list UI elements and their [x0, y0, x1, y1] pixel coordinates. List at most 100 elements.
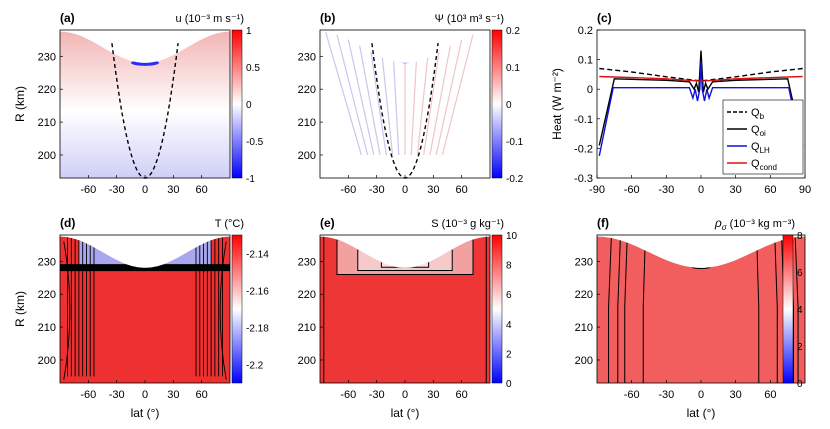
- x-tick-label: 30: [427, 184, 439, 196]
- legend-label-sub: cond: [760, 163, 777, 172]
- plot-frame: [59, 234, 231, 384]
- salinity-contour: [357, 249, 453, 272]
- colorbar-tick-label: 8: [797, 231, 803, 242]
- line-chart-2: [598, 50, 804, 156]
- streamline: [441, 34, 474, 156]
- x-axis-label: lat (°): [131, 406, 160, 420]
- heatmap-5: [597, 236, 805, 383]
- colorbar-title-rest: (10⁻³ kg m⁻³): [727, 218, 795, 230]
- x-tick-label: -30: [109, 389, 125, 401]
- y-tick-label: 210: [298, 322, 316, 334]
- colorbar-tick-label: -2.18: [246, 324, 269, 335]
- streamline: [410, 61, 417, 156]
- colorbar-tick-label: 2: [506, 349, 512, 360]
- x-tick-label: -30: [658, 184, 674, 196]
- temperature-contour: [219, 241, 227, 380]
- axes-0: 200 210 220 230 -60 -30 0 30 60 (a) R (km): [13, 11, 231, 196]
- y-axis-label: R (km): [13, 86, 27, 122]
- streamline: [336, 34, 369, 156]
- y-tick-label: 230: [298, 256, 316, 268]
- x-tick-label: 60: [764, 184, 776, 196]
- x-tick-label: 30: [730, 389, 742, 401]
- x-tick-label: 30: [167, 389, 179, 401]
- x-tick-label: 60: [456, 184, 468, 196]
- colorbar-tick-label: 6: [506, 290, 512, 301]
- panel-label: (d): [60, 216, 75, 230]
- density-contour: [691, 264, 711, 270]
- y-tick-label: 200: [298, 150, 316, 162]
- x-tick-label: -30: [658, 389, 674, 401]
- streamline: [347, 39, 375, 156]
- y-tick-label: -0.2: [574, 143, 593, 155]
- x-tick-label: 60: [196, 184, 208, 196]
- y-tick-label: 220: [575, 289, 593, 301]
- colorbar-title: Ψ (10³ m³ s⁻¹): [435, 13, 504, 25]
- density-contour: [756, 249, 760, 383]
- x-tick-label: 30: [167, 184, 179, 196]
- panel-label: (b): [320, 11, 335, 25]
- y-tick-label: 0.2: [578, 25, 593, 37]
- legend-label-main: Q: [751, 124, 760, 136]
- density-contour: [794, 236, 799, 383]
- axes-4: 200 210 220 230 -60 -30 0 30 60 (e) lat (°): [298, 216, 491, 420]
- x-tick-label: -60: [624, 389, 640, 401]
- x-tick-label: 30: [427, 389, 439, 401]
- x-tick-label: 0: [142, 184, 148, 196]
- legend-label-sub: LH: [760, 146, 770, 155]
- y-tick-label: 220: [298, 289, 316, 301]
- colorbar-tick-label: -2.14: [246, 250, 269, 261]
- panel-label: (f): [597, 216, 609, 230]
- x-tick-label: -30: [369, 389, 385, 401]
- plot-frame: [596, 234, 806, 384]
- y-axis-label: Heat (W m⁻²): [550, 68, 564, 140]
- y-tick-label: 200: [575, 355, 593, 367]
- legend-label: Qoi: [751, 124, 766, 138]
- heatmap-3: [60, 236, 230, 383]
- series-Q_oi: [598, 50, 804, 146]
- legend-label-sub: oi: [760, 129, 766, 138]
- panel-label: (c): [597, 11, 612, 25]
- colorbar-title: ρσ (10⁻³ kg m⁻³): [714, 216, 795, 232]
- x-tick-label: 30: [730, 184, 742, 196]
- y-tick-label: 230: [575, 256, 593, 268]
- axes-3: 200 210 220 230 -60 -30 0 30 60 (d) R (km) lat (°): [13, 216, 231, 420]
- salinity-contour: [380, 261, 430, 268]
- y-tick-label: 220: [38, 289, 56, 301]
- legend-label: Qcond: [751, 158, 777, 172]
- colorbar-title: u (10⁻³ m s⁻¹): [176, 13, 244, 25]
- legend-label: Qb: [751, 107, 765, 121]
- heatmap-0: [60, 31, 230, 179]
- y-tick-label: 230: [38, 256, 56, 268]
- colorbar-tick-label: 0.5: [246, 63, 260, 74]
- streamline: [429, 45, 451, 156]
- colorbar-tick-label: 0: [797, 379, 803, 390]
- x-axis-label: lat (°): [391, 406, 420, 420]
- y-tick-label: 200: [38, 355, 56, 367]
- y-tick-label: 210: [38, 117, 56, 129]
- y-tick-label: -0.1: [574, 114, 593, 126]
- x-tick-label: -60: [340, 184, 356, 196]
- y-tick-label: 220: [38, 84, 56, 96]
- y-tick-label: 0.1: [578, 55, 593, 67]
- x-tick-label: 0: [142, 389, 148, 401]
- colorbar-tick-label: -0.5: [246, 137, 264, 148]
- velocity-field: [60, 31, 230, 178]
- x-tick-label: 60: [764, 389, 776, 401]
- streamline: [381, 57, 394, 156]
- cold-layer: [78, 237, 212, 270]
- colorbar-title-sub: σ: [722, 223, 728, 232]
- streamline: [325, 31, 362, 156]
- x-tick-label: 60: [456, 389, 468, 401]
- colorbar-gradient: [491, 29, 503, 179]
- x-tick-label: -60: [80, 184, 96, 196]
- equatorial-cell: [399, 59, 411, 64]
- streamline: [393, 61, 400, 156]
- streamline: [416, 57, 429, 156]
- plot-frame: [59, 29, 231, 179]
- x-axis-label: lat (°): [687, 406, 716, 420]
- heatmap-4: [320, 236, 490, 383]
- axes-2: -0.3 -0.2 -0.1 0 0.1 0.2 -90 -60 -30 0 30 60 90 (c) He…: [550, 11, 811, 196]
- colorbar-title: T (°C): [215, 218, 244, 230]
